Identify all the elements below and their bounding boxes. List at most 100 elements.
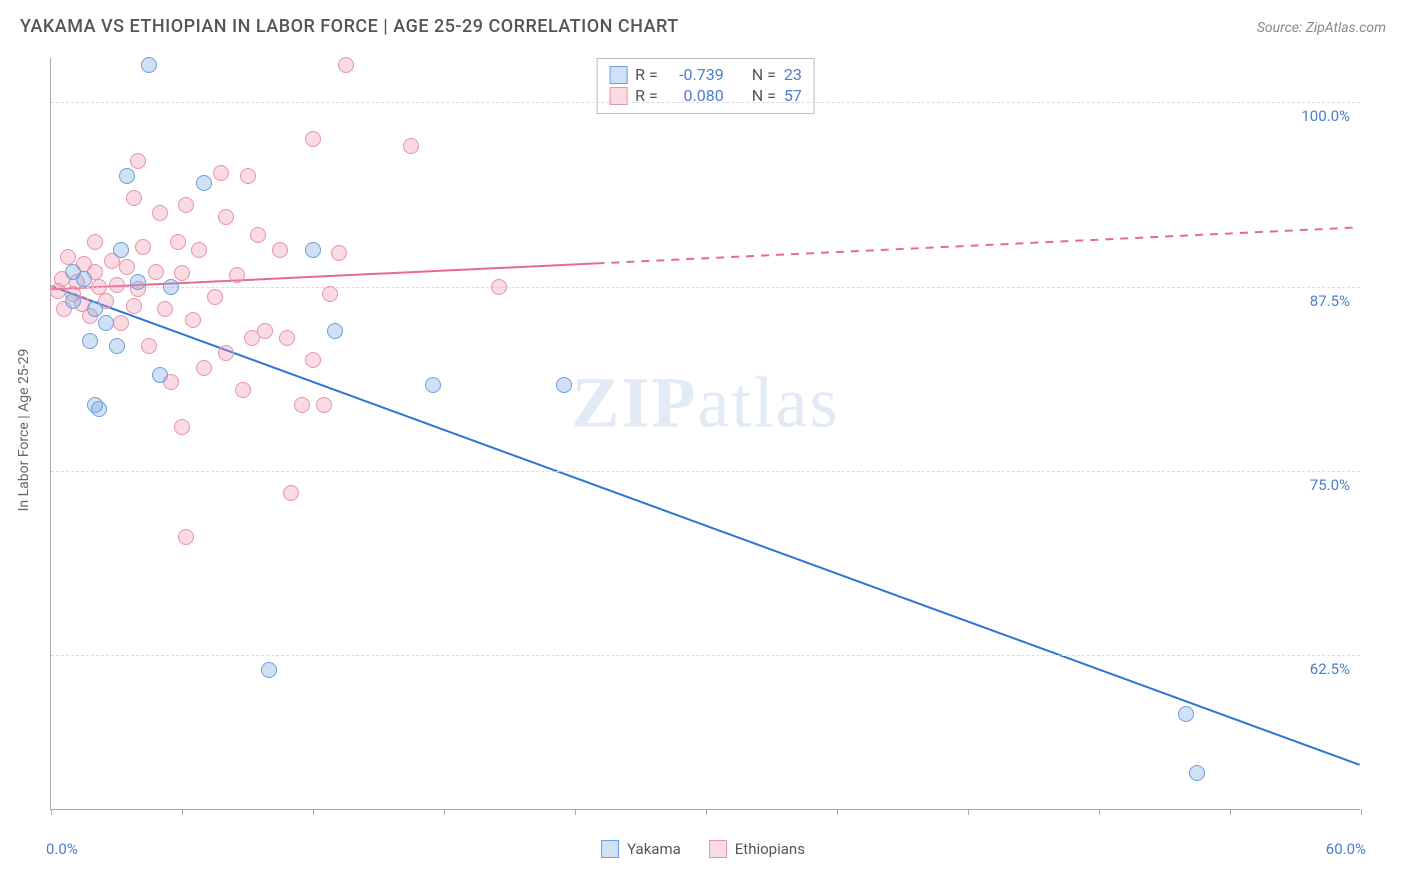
- chart-title: YAKAMA VS ETHIOPIAN IN LABOR FORCE | AGE…: [20, 16, 679, 37]
- legend-swatch: [709, 840, 727, 858]
- scatter-point: [272, 242, 288, 258]
- scatter-point: [113, 315, 129, 331]
- x-axis-min-label: 0.0%: [46, 840, 78, 858]
- scatter-point: [170, 234, 186, 250]
- x-tick: [182, 809, 183, 815]
- scatter-point: [322, 286, 338, 302]
- scatter-point: [425, 377, 441, 393]
- scatter-point: [196, 175, 212, 191]
- scatter-point: [213, 165, 229, 181]
- scatter-point: [196, 360, 212, 376]
- scatter-point: [141, 338, 157, 354]
- x-tick: [968, 809, 969, 815]
- scatter-point: [141, 57, 157, 73]
- x-tick: [837, 809, 838, 815]
- correlation-legend: R =-0.739N =23R =0.080N =57: [596, 58, 815, 114]
- x-tick: [1099, 809, 1100, 815]
- scatter-point: [109, 277, 125, 293]
- scatter-point: [338, 57, 354, 73]
- scatter-point: [283, 485, 299, 501]
- chart-plot-area: ZIPatlas R =-0.739N =23R =0.080N =57 62.…: [50, 58, 1360, 810]
- scatter-point: [218, 345, 234, 361]
- legend-n-value: 23: [784, 65, 802, 84]
- correlation-legend-row: R = -0.739 N = 23: [609, 65, 802, 84]
- scatter-point: [279, 330, 295, 346]
- scatter-point: [327, 323, 343, 339]
- scatter-point: [178, 529, 194, 545]
- scatter-point: [148, 264, 164, 280]
- series-legend-label: Yakama: [627, 840, 681, 858]
- series-legend-item: Ethiopians: [709, 840, 805, 858]
- legend-swatch: [601, 840, 619, 858]
- scatter-point: [178, 197, 194, 213]
- scatter-point: [152, 367, 168, 383]
- scatter-point: [1178, 706, 1194, 722]
- legend-r-label: R =: [635, 65, 658, 84]
- scatter-point: [403, 138, 419, 154]
- series-legend: Yakama Ethiopians: [601, 840, 805, 858]
- gridline: [51, 287, 1360, 288]
- scatter-point: [331, 245, 347, 261]
- scatter-point: [250, 227, 266, 243]
- x-tick: [51, 809, 52, 815]
- scatter-point: [174, 265, 190, 281]
- scatter-point: [163, 279, 179, 295]
- scatter-point: [76, 271, 92, 287]
- scatter-point: [174, 419, 190, 435]
- legend-swatch: [609, 66, 627, 84]
- scatter-point: [207, 289, 223, 305]
- x-axis-max-label: 60.0%: [1326, 840, 1366, 858]
- series-legend-label: Ethiopians: [735, 840, 805, 858]
- scatter-point: [305, 131, 321, 147]
- chart-header: YAKAMA VS ETHIOPIAN IN LABOR FORCE | AGE…: [20, 16, 1386, 37]
- scatter-point: [60, 249, 76, 265]
- trend-line: [51, 286, 1359, 765]
- y-tick-label: 62.5%: [1310, 660, 1350, 678]
- scatter-point: [130, 274, 146, 290]
- y-tick-label: 75.0%: [1310, 476, 1350, 494]
- scatter-point: [119, 168, 135, 184]
- scatter-point: [240, 168, 256, 184]
- scatter-point: [261, 662, 277, 678]
- scatter-point: [82, 333, 98, 349]
- watermark: ZIPatlas: [572, 362, 840, 445]
- scatter-point: [113, 242, 129, 258]
- scatter-point: [135, 239, 151, 255]
- scatter-point: [109, 338, 125, 354]
- y-tick-label: 87.5%: [1310, 292, 1350, 310]
- scatter-point: [152, 205, 168, 221]
- legend-r-value: -0.739: [666, 65, 724, 84]
- legend-n-label: N =: [752, 65, 776, 84]
- scatter-point: [126, 298, 142, 314]
- series-legend-item: Yakama: [601, 840, 681, 858]
- x-tick: [706, 809, 707, 815]
- gridline: [51, 655, 1360, 656]
- scatter-point: [491, 279, 507, 295]
- y-axis-title: In Labor Force | Age 25-29: [16, 349, 32, 512]
- x-tick: [444, 809, 445, 815]
- scatter-point: [305, 242, 321, 258]
- scatter-point: [91, 401, 107, 417]
- x-tick: [1230, 809, 1231, 815]
- scatter-point: [130, 153, 146, 169]
- scatter-point: [87, 234, 103, 250]
- scatter-point: [257, 323, 273, 339]
- scatter-point: [126, 190, 142, 206]
- x-tick: [575, 809, 576, 815]
- scatter-point: [229, 267, 245, 283]
- gridline: [51, 102, 1360, 103]
- y-tick-label: 100.0%: [1301, 107, 1350, 125]
- scatter-point: [50, 283, 66, 299]
- trend-line: [596, 227, 1359, 263]
- scatter-point: [87, 301, 103, 317]
- scatter-point: [294, 397, 310, 413]
- scatter-point: [98, 315, 114, 331]
- scatter-point: [235, 382, 251, 398]
- scatter-point: [65, 293, 81, 309]
- scatter-point: [157, 301, 173, 317]
- x-tick: [313, 809, 314, 815]
- scatter-point: [316, 397, 332, 413]
- scatter-point: [119, 259, 135, 275]
- watermark-zip: ZIP: [572, 363, 698, 443]
- scatter-point: [218, 209, 234, 225]
